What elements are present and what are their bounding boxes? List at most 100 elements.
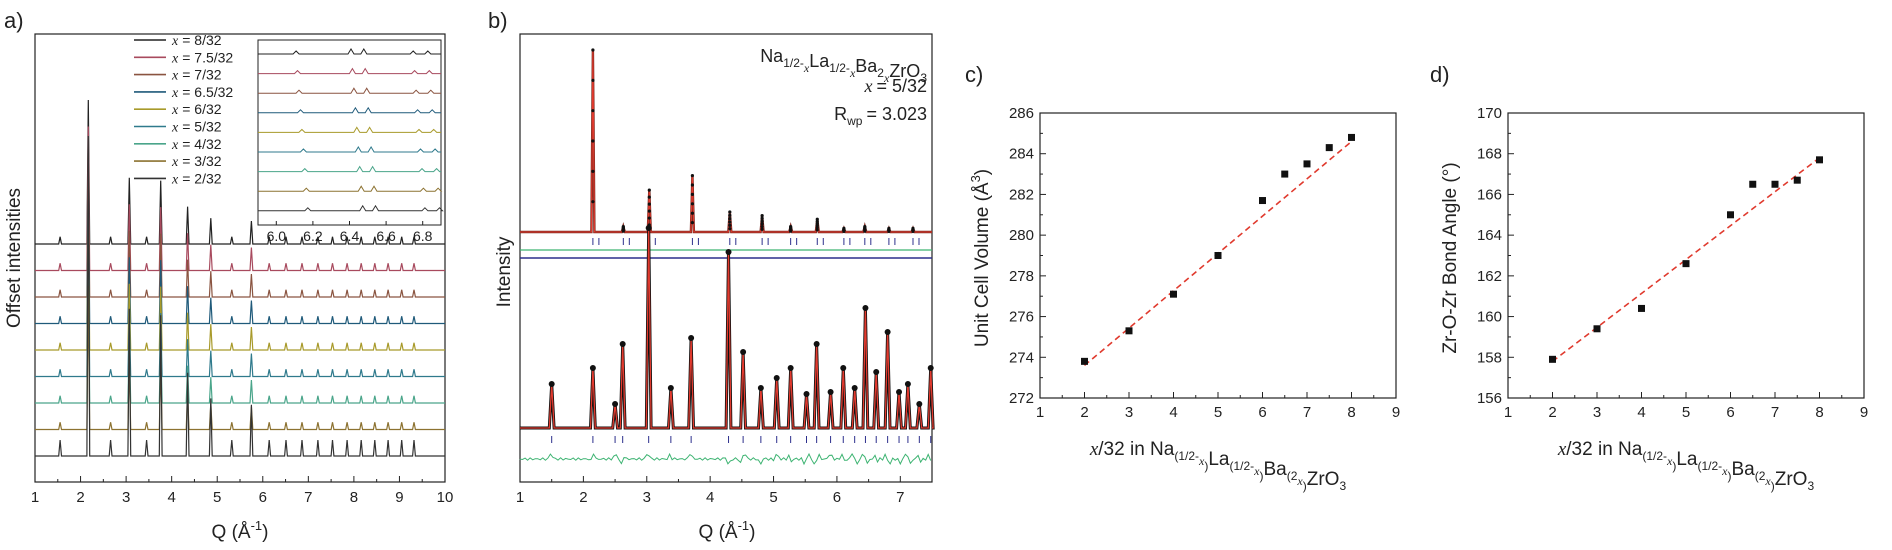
pd-data-point	[1727, 211, 1734, 219]
panel-b-bottom-data-point	[757, 385, 764, 391]
panel-b-bottom-data-point	[884, 329, 891, 335]
panel-a-legend-value: = 2/32	[182, 170, 222, 186]
rich-text-part: x	[1557, 439, 1567, 460]
rich-text-part: )	[1728, 469, 1732, 483]
rich-text-part: (2	[1287, 469, 1298, 483]
panel-b-top-data-point	[591, 78, 595, 82]
pc-y-tick-label: 276	[1009, 309, 1034, 326]
rich-text-part: x	[1253, 464, 1260, 478]
panel-b-top-pattern	[520, 48, 932, 251]
pd-y-tick-label: 162	[1477, 268, 1502, 285]
panel-b-top-data-point	[728, 213, 732, 217]
panel-b-bottom-data-point	[916, 401, 923, 407]
pc-data-point	[1125, 327, 1133, 335]
pd-x-tick-label: 1	[1504, 404, 1512, 421]
panel-b-x-label-end: )	[749, 522, 755, 543]
panel-b-bottom-data-point	[740, 349, 747, 355]
rich-text-part: x	[1296, 474, 1303, 488]
pd-data-point	[1771, 180, 1779, 188]
pc-data-point	[1281, 170, 1289, 178]
pd-y-tick-label: 168	[1477, 146, 1502, 163]
panel-label-a: a)	[4, 8, 24, 33]
pd-fit-line-segment	[1552, 157, 1820, 362]
pc-y-tick-label: 282	[1009, 186, 1034, 203]
panel-b-top-data-point	[591, 48, 595, 52]
pc-x-tick-label: 2	[1080, 404, 1088, 421]
panel-b-x-ticks: 1 2 3 4 5 6 7	[516, 476, 904, 506]
panel-b-top-data-point	[591, 169, 595, 173]
pd-data-point	[1749, 180, 1757, 188]
panel-b-top-data-point	[842, 229, 846, 233]
panel-a-series-line	[35, 285, 445, 431]
pd-x-tick-label: 7	[1771, 404, 1779, 421]
panel-a-legend-symbol: x	[171, 34, 179, 49]
rich-text-part: 1/2-	[783, 56, 804, 70]
rich-text-part: Na	[760, 46, 784, 66]
panel-a-legend-value: = 6/32	[182, 101, 222, 117]
panel-b-y-label-text: Intensity	[494, 236, 515, 307]
panel-a-x-tick-label: 4	[167, 489, 175, 506]
panel-a-plot: 1 2 3 4 5 6 7 8 9 10 Offset intensities Q (Å-1) x…	[4, 32, 453, 543]
pc-x-tick-label: 6	[1258, 404, 1266, 421]
panel-a-inset: 6.0 6.2 6.4 6.6 6.8	[257, 39, 444, 244]
panel-a-x-tick-label: 3	[122, 489, 130, 506]
panel-a-x-tick-label: 6	[259, 489, 267, 506]
pd-data-point	[1549, 355, 1556, 363]
panel-b-top-data-point	[760, 227, 764, 231]
pd-y-tick-label: 160	[1477, 309, 1502, 326]
panel-c-x-label: x/32 in Na(1/2-x)La(1/2-x)Ba(2x)ZrO3	[1089, 439, 1347, 493]
rich-text-part: )	[1672, 459, 1676, 473]
panel-a-legend-label: x = 7.5/32	[171, 49, 233, 66]
panel-c-axes: 1 2 3 4 5 6 7 8 9 272 274 276 278 280 282 284 286	[1009, 105, 1400, 421]
panel-b-top-data-point	[863, 229, 867, 233]
panel-a-legend-value: = 3/32	[182, 153, 222, 169]
panel-b-top-data-point	[647, 188, 651, 192]
panel-b-bottom-data-point	[851, 385, 858, 391]
panel-a-x-label: Q (Å-1)	[212, 518, 269, 543]
rich-text-part: (1/2-	[1229, 459, 1254, 473]
panel-b-top-data-point	[690, 192, 695, 196]
panel-c-y-label: Unit Cell Volume (Å3)	[968, 169, 993, 347]
panel-a-x-ticks: 1 2 3 4 5 6 7 8 9 10	[31, 476, 453, 506]
panel-b-rwp: Rwp = 3.023	[834, 104, 927, 128]
pd-y-tick-label: 158	[1477, 349, 1502, 366]
pc-data-point	[1348, 133, 1355, 141]
panel-a-legend-label: x = 6/32	[171, 101, 222, 118]
panel-d-plot: 1 2 3 4 5 6 7 8 9 156 158 160 162 164 166 168 170 Zr-O-Z…	[1440, 105, 1868, 493]
rich-text-part: La	[809, 51, 830, 71]
panel-b-x-value: x = 5/32	[863, 76, 927, 96]
pd-y-tick-label: 164	[1477, 227, 1502, 244]
panel-b-rwp-value: = 3.023	[866, 104, 927, 124]
panel-b-bottom-data-point	[619, 341, 626, 347]
panel-a-inset-x-ticks: 6.0 6.2 6.4 6.6 6.8	[267, 221, 433, 244]
panel-b-top-data-point	[591, 200, 595, 204]
panel-label-c: c)	[965, 62, 983, 87]
panel-a-inset-line	[258, 126, 441, 133]
rich-text-part: x	[1666, 454, 1673, 468]
rich-text-part: (1/2-	[1697, 459, 1722, 473]
panel-label-b: b)	[488, 8, 508, 33]
pd-data-point	[1593, 325, 1601, 333]
rich-text-part: 3	[920, 71, 927, 85]
panel-b-bottom-data-point	[645, 225, 652, 231]
panel-b-x-tick-label: 1	[516, 489, 524, 506]
panel-c-y-label-sup: 3	[968, 175, 983, 182]
pd-data-point	[1638, 304, 1645, 312]
panel-d-fit-line	[1552, 157, 1820, 362]
pd-y-tick-label: 170	[1477, 105, 1502, 122]
panel-b-top-data-point	[728, 223, 732, 227]
panel-a-legend-symbol: x	[171, 155, 179, 170]
panel-b-top-data-point	[647, 209, 651, 213]
pc-x-tick-label: 1	[1036, 404, 1044, 421]
rich-text-part: x	[803, 61, 810, 75]
panel-b-top-data-point	[690, 220, 695, 225]
rich-text-part: /32 in Na	[1098, 439, 1174, 460]
panel-b-top-data-point	[911, 229, 915, 233]
panel-b-x-tick-label: 7	[896, 489, 904, 506]
panel-b-top-data-point	[690, 183, 695, 187]
panel-a-legend-value: = 6.5/32	[182, 84, 233, 100]
pc-data-point	[1081, 357, 1088, 365]
pc-data-point	[1259, 197, 1266, 205]
panel-b-x-label-text: Q (Å	[699, 522, 738, 543]
panel-a-legend-value: = 4/32	[182, 136, 222, 152]
